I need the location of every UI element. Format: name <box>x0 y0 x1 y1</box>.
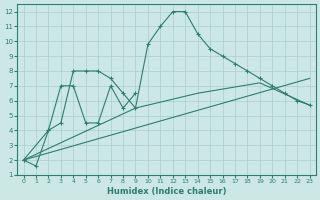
X-axis label: Humidex (Indice chaleur): Humidex (Indice chaleur) <box>107 187 226 196</box>
